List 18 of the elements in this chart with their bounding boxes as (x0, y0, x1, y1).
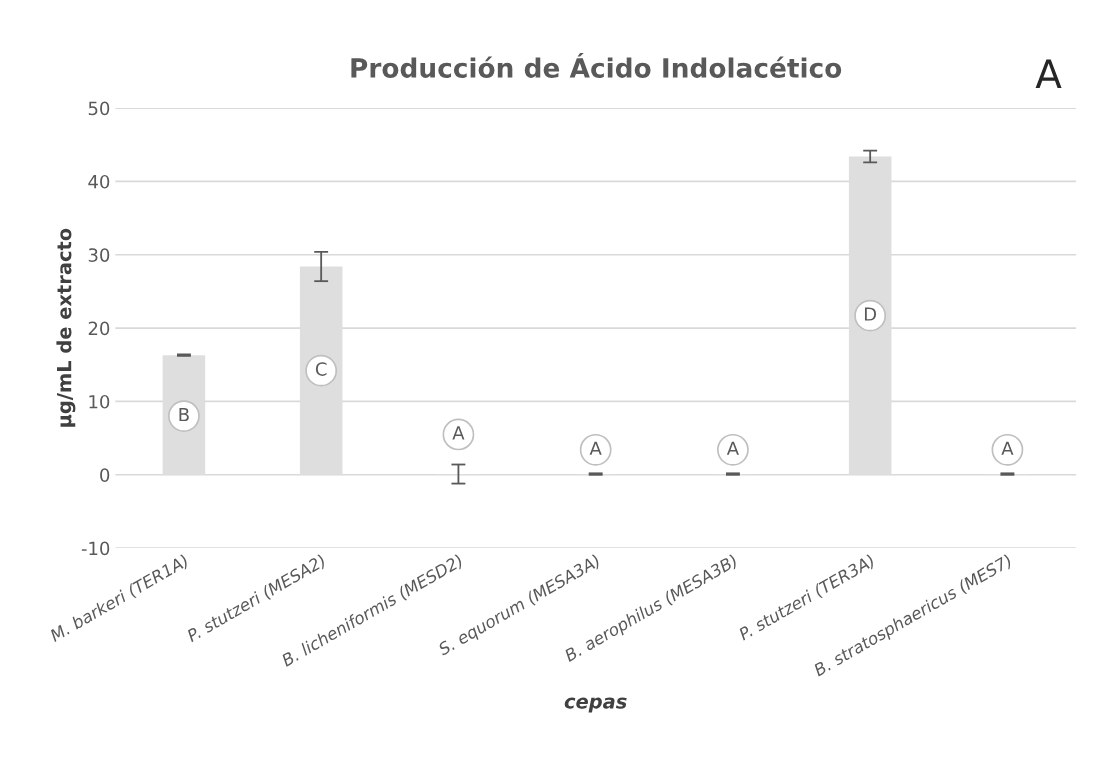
x-axis-title: cepas (564, 697, 627, 713)
annotation: A (452, 426, 465, 440)
text: A (1035, 59, 1062, 88)
y-tick-label: 0 (100, 468, 110, 482)
annotation: D (864, 307, 877, 321)
annotation: A (1001, 441, 1014, 455)
y-tick-label: 10 (89, 394, 110, 409)
y-tick-label: 50 (88, 101, 110, 116)
annotation: A (726, 441, 739, 455)
annotation: C (315, 362, 327, 376)
y-tick-label: 30 (88, 248, 110, 262)
y-tick-label: 40 (88, 174, 110, 189)
y-tick-label: -10 (81, 541, 110, 556)
y-tick-label: 20 (88, 321, 110, 336)
y-axis-title: µg/mL de extracto (56, 228, 76, 427)
annotation: A (589, 441, 602, 455)
chart-title: Producción de Ácido Indolacético (351, 53, 842, 78)
annotation: B (179, 407, 189, 422)
